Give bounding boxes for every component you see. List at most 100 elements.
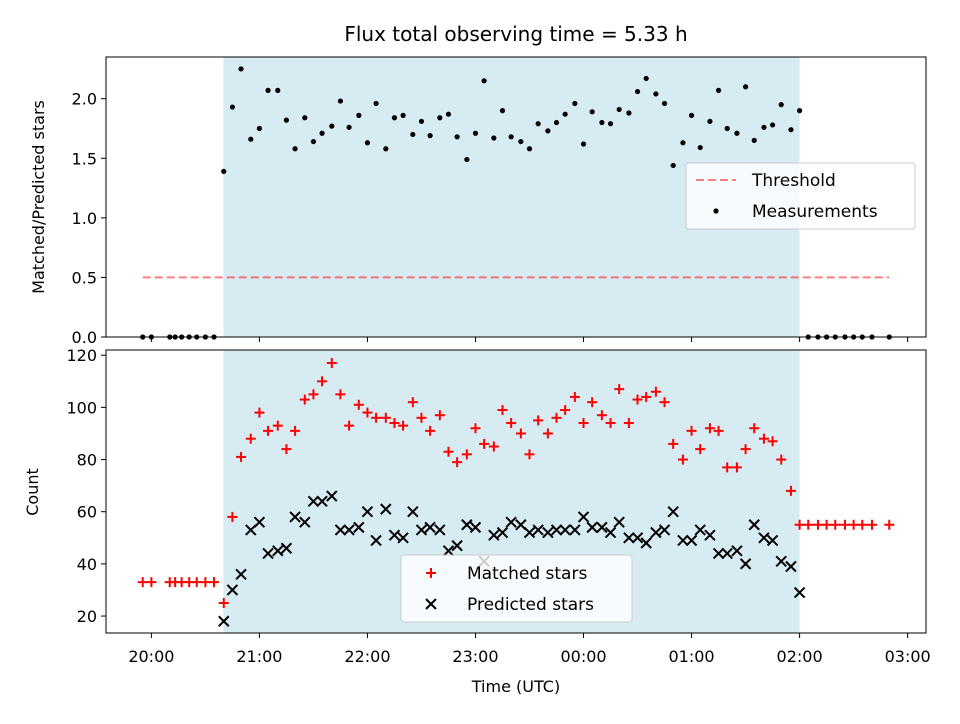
predicted-star-point	[658, 524, 671, 536]
predicted-star-point	[586, 521, 598, 534]
matched-star-point	[416, 412, 427, 423]
matched-star-point	[848, 519, 859, 530]
legend-predicted-marker	[425, 598, 437, 610]
predicted-star-point	[650, 526, 662, 539]
legend-matched-label: Matched stars	[467, 564, 587, 584]
measurement-point	[715, 87, 722, 93]
matched-star-point	[146, 577, 157, 588]
ratio-y-axis-label: Matched/Predicted stars	[29, 100, 48, 294]
predicted-star-point	[748, 519, 760, 531]
predicted-star-point	[596, 521, 608, 534]
measurement-point	[572, 100, 578, 107]
matched-star-point	[533, 415, 544, 426]
measurement-point	[248, 136, 254, 142]
matched-star-point	[425, 425, 436, 436]
matched-star-point	[695, 444, 706, 455]
matched-star-point	[866, 519, 877, 530]
predicted-star-point	[316, 495, 328, 507]
predicted-star-point	[766, 534, 779, 547]
measurement-point	[697, 144, 703, 151]
measurement-point	[508, 134, 514, 140]
predicted-star-point	[721, 547, 733, 560]
measurement-point	[346, 124, 352, 130]
predicted-star-point	[442, 545, 455, 557]
predicted-star-point	[542, 526, 554, 539]
x-tick-label: 23:00	[452, 647, 498, 666]
ratio-legend: Threshold Measurements	[685, 162, 916, 230]
matched-star-point	[857, 519, 868, 530]
matched-star-point	[515, 428, 526, 439]
measurement-point	[481, 78, 487, 84]
measurement-point	[221, 168, 227, 174]
predicted-star-point	[496, 526, 509, 539]
x-tick-label: 02:00	[777, 647, 823, 666]
matched-star-point	[191, 577, 202, 588]
measurement-point	[337, 98, 344, 104]
predicted-star-point	[434, 524, 446, 536]
measurement-point	[310, 138, 317, 145]
matched-star-point	[668, 438, 679, 449]
matched-star-point	[767, 436, 778, 447]
measurement-point	[751, 137, 757, 144]
predicted-star-point	[704, 529, 716, 541]
matched-star-point	[371, 412, 382, 423]
measurement-point	[472, 130, 479, 136]
matched-star-point	[434, 410, 445, 421]
matched-star-point	[488, 441, 499, 452]
matched-star-point	[335, 389, 346, 400]
count-legend: Matched stars Predicted stars	[400, 554, 633, 623]
measurement-point	[329, 123, 335, 129]
measurement-point	[796, 108, 803, 114]
predicted-star-point	[415, 524, 428, 536]
predicted-star-point	[523, 526, 536, 539]
measurement-point	[356, 112, 362, 118]
matched-star-point	[344, 420, 355, 431]
matched-star-point	[632, 394, 643, 405]
matched-star-point	[776, 454, 787, 465]
matched-star-point	[758, 433, 769, 444]
measurement-point	[562, 111, 568, 117]
matched-star-point	[524, 449, 535, 460]
measurement-point	[238, 66, 244, 72]
matched-star-point	[263, 425, 274, 436]
matched-star-point	[443, 446, 454, 457]
predicted-star-point	[388, 529, 401, 541]
count-y-tick-label: 20	[77, 607, 97, 626]
x-tick-label: 20:00	[128, 647, 174, 666]
matched-star-point	[317, 376, 328, 387]
measurement-point	[661, 100, 668, 107]
predicted-star-point	[289, 511, 301, 523]
predicted-star-point	[226, 584, 239, 596]
matched-star-point	[731, 462, 742, 473]
ratio-y-tick-label: 1.0	[72, 209, 97, 228]
matched-star-point	[641, 391, 652, 402]
matched-star-point	[551, 412, 562, 423]
matched-star-point	[686, 425, 697, 436]
legend-predicted-label: Predicted stars	[467, 595, 594, 615]
predicted-star-point	[712, 547, 725, 560]
matched-star-point	[353, 399, 364, 410]
matched-star-point	[623, 418, 634, 429]
measurement-point	[418, 118, 425, 124]
matched-star-point	[884, 519, 895, 530]
measurement-point	[761, 124, 767, 130]
predicted-star-point	[451, 539, 463, 552]
matched-star-point	[713, 425, 724, 436]
measurement-point	[229, 104, 236, 110]
matched-star-point	[803, 519, 814, 530]
matched-star-point	[407, 397, 418, 408]
measurement-point	[410, 131, 416, 138]
measurement-point	[256, 125, 263, 132]
measurement-point	[437, 115, 443, 121]
matched-star-point	[281, 444, 292, 455]
x-tick-label: 21:00	[236, 647, 282, 666]
matched-star-point	[749, 423, 760, 434]
ratio-legend-box	[685, 162, 916, 230]
measurement-point	[391, 115, 398, 121]
matched-star-point	[290, 425, 301, 436]
measurement-point	[769, 122, 776, 128]
matched-star-point	[227, 511, 238, 522]
predicted-star-point	[677, 534, 689, 547]
measurement-point	[734, 130, 740, 136]
ratio-y-tick-label: 0.5	[72, 268, 97, 287]
